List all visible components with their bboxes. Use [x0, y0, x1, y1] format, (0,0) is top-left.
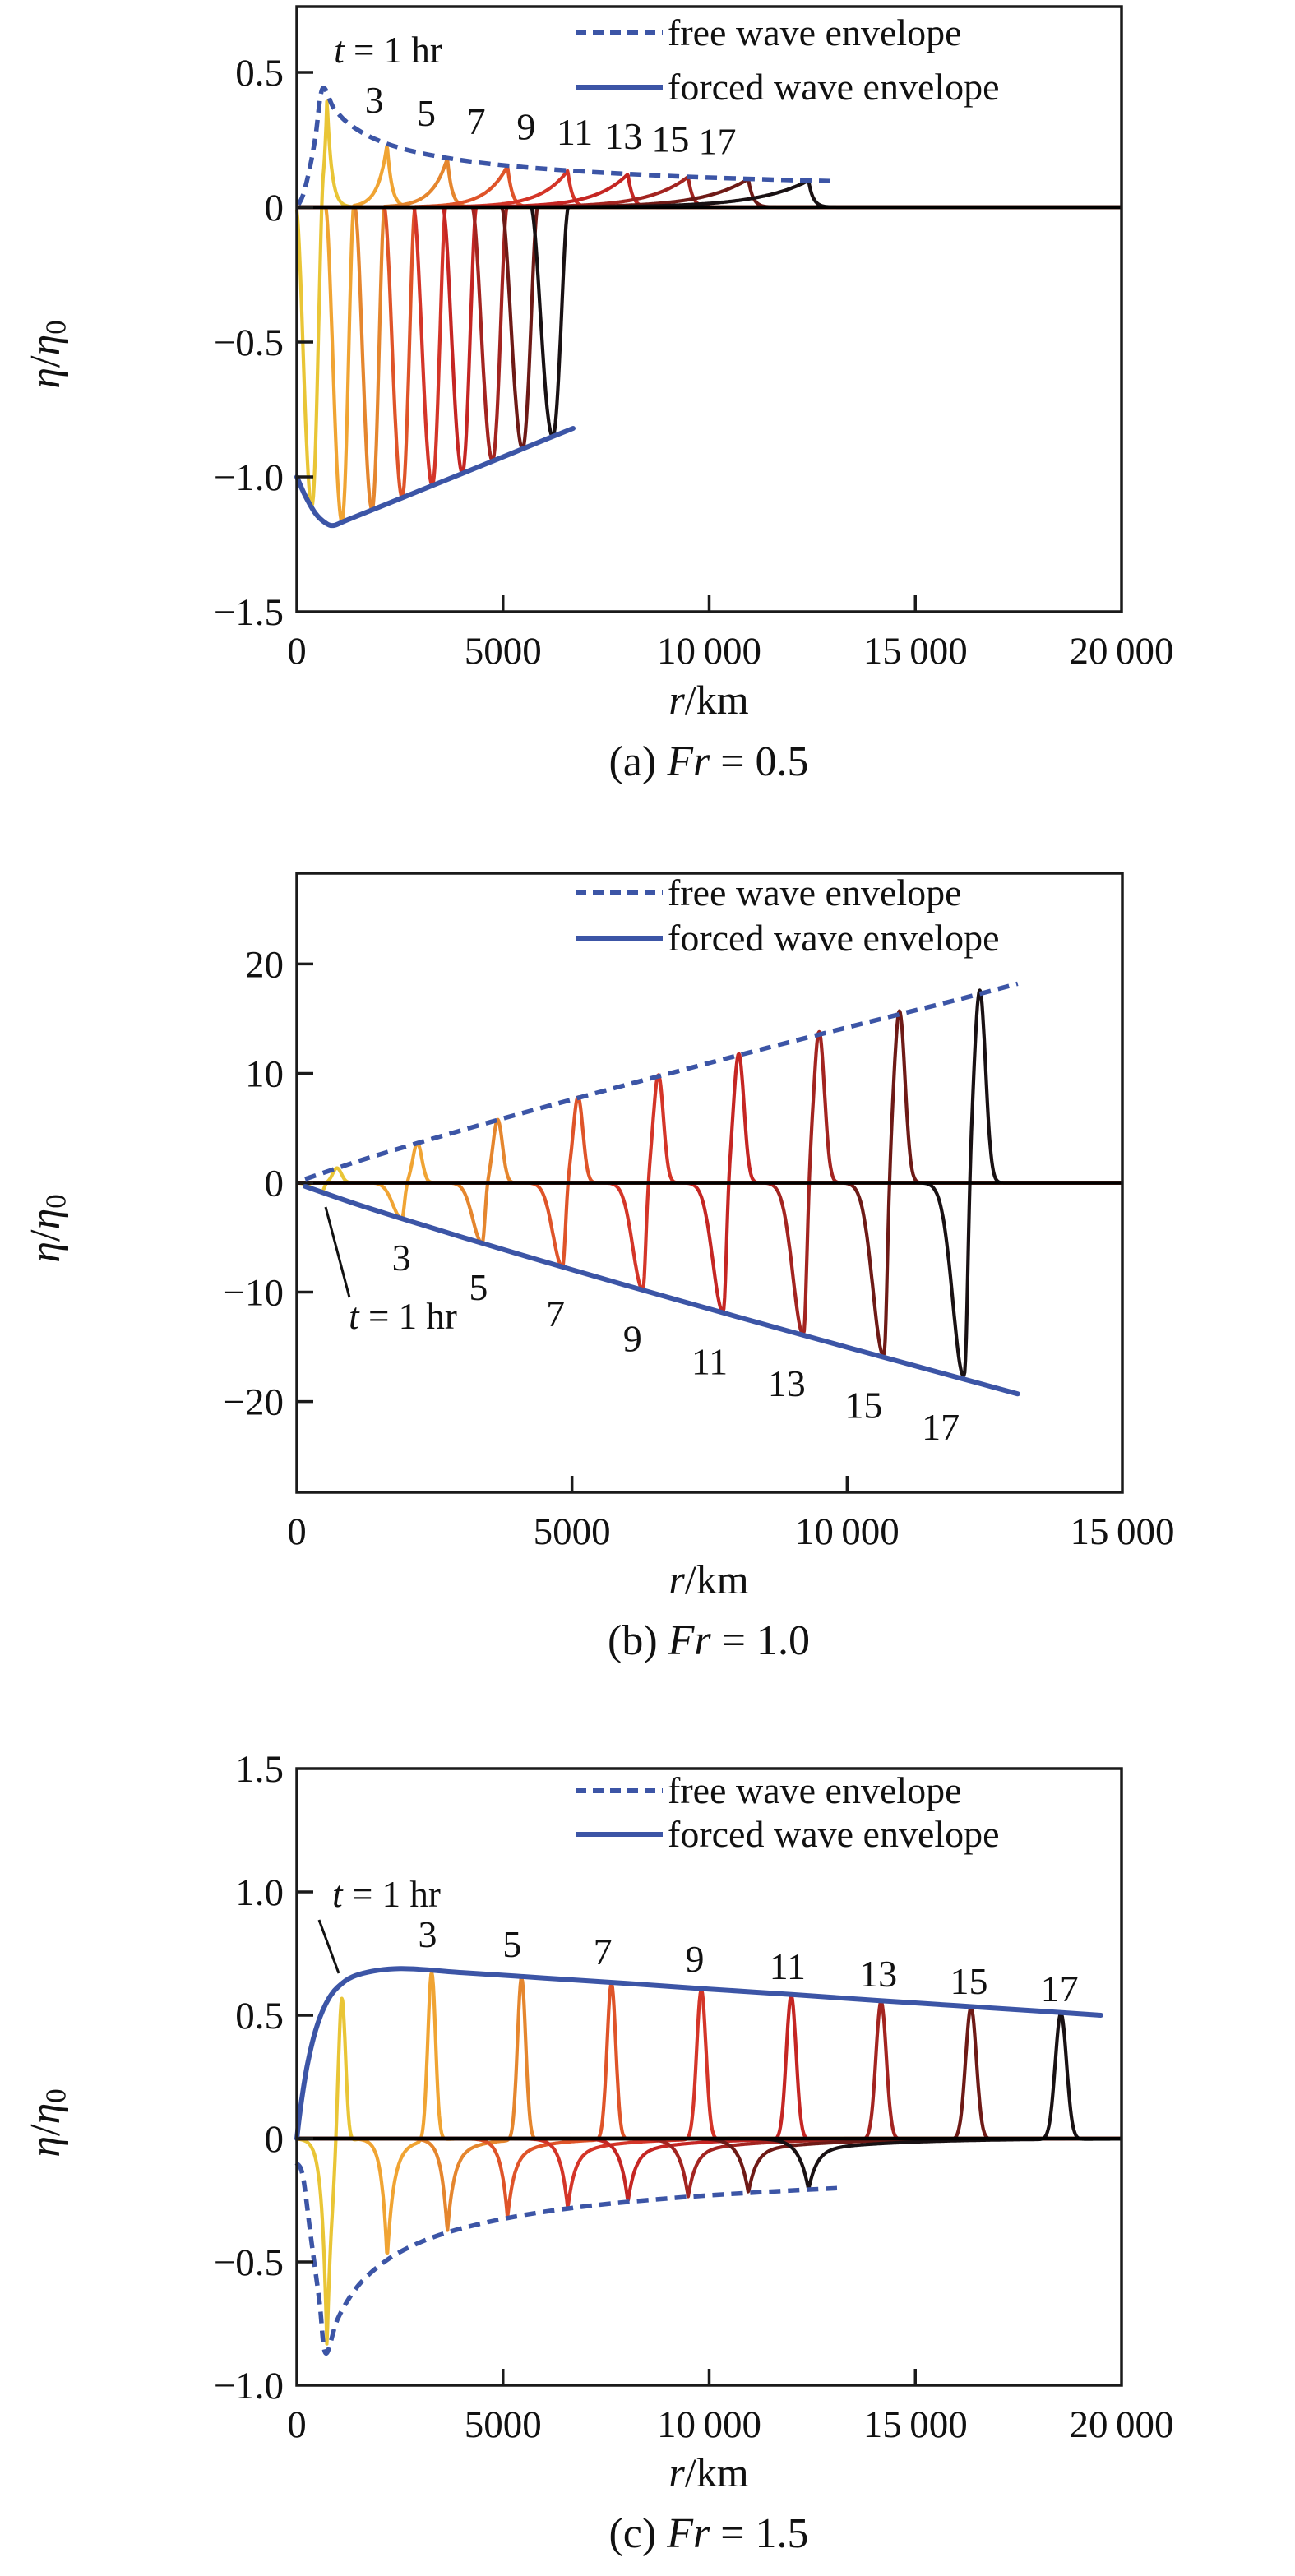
time-label-7: 7 [594, 1931, 613, 1972]
x-axis-title: r/km [668, 2449, 748, 2495]
y-tick-label: −10 [223, 1272, 284, 1315]
time-label-9: 9 [516, 106, 535, 148]
time-label-7: 7 [467, 100, 486, 142]
y-tick-label: 0 [265, 187, 284, 229]
panel-caption: (c) Fr = 1.5 [608, 2510, 808, 2557]
time-label-11: 11 [770, 1945, 806, 1987]
time-label-13: 13 [604, 115, 642, 157]
time-annotation-pointer [324, 1206, 351, 1298]
legend-forced-wave-label: forced wave envelope [668, 66, 1000, 108]
y-tick-label: 1.0 [235, 1871, 284, 1914]
y-tick-label: −1.0 [214, 2365, 284, 2407]
legend: free wave envelope forced wave envelope [576, 12, 1000, 108]
tick-marks [297, 1890, 917, 2385]
y-tick-label: 0 [265, 2118, 284, 2161]
legend-free-wave-label: free wave envelope [668, 12, 962, 53]
x-tick-label: 5000 [465, 2403, 542, 2446]
x-tick-label: 20 000 [1070, 630, 1174, 673]
time-label-3: 3 [392, 1237, 411, 1279]
y-axis-title: η/η0 [22, 2088, 72, 2157]
time-label-15: 15 [651, 118, 689, 160]
y-tick-label: 0.5 [235, 52, 284, 95]
x-tick-label: 15 000 [1071, 1510, 1175, 1553]
x-tick-label: 20 000 [1070, 2403, 1174, 2446]
forced-wave-envelope-curve [294, 426, 576, 529]
free-wave-envelope-curve [304, 981, 1019, 1182]
legend-forced-wave-label: forced wave envelope [668, 917, 1000, 959]
time-label-9: 9 [685, 1938, 704, 1980]
x-tick-label: 15 000 [863, 630, 968, 673]
tick-marks [297, 962, 849, 1492]
x-tick-label: 5000 [465, 630, 542, 673]
x-tick-label: 5000 [534, 1510, 611, 1553]
time-label-11: 11 [691, 1340, 728, 1382]
time-label-5: 5 [417, 92, 436, 134]
x-tick-label: 0 [287, 1510, 307, 1553]
y-tick-label: −1.0 [214, 456, 284, 499]
time-label-17: 17 [1041, 1968, 1079, 2009]
y-tick-label: −20 [223, 1381, 284, 1424]
legend-forced-wave-label: forced wave envelope [668, 1813, 1000, 1855]
time-label-13: 13 [859, 1953, 897, 1995]
time-label-3: 3 [365, 79, 384, 121]
time-label-13: 13 [768, 1362, 806, 1404]
time-annotation: t = 1 hr [349, 1296, 457, 1337]
x-tick-label: 10 000 [657, 630, 761, 673]
panel-caption: (b) Fr = 1.0 [608, 1617, 810, 1664]
time-annotation: t = 1 hr [332, 1874, 441, 1915]
free-wave-envelope-curve [294, 2162, 838, 2356]
x-tick-label: 0 [287, 2403, 307, 2446]
y-tick-label: −0.5 [214, 2241, 284, 2284]
time-label-5: 5 [469, 1266, 488, 1308]
x-tick-label: 15 000 [863, 2403, 968, 2446]
wave-profiles [295, 1970, 1123, 2346]
legend-free-wave-label: free wave envelope [668, 872, 962, 913]
time-label-15: 15 [844, 1385, 882, 1427]
time-label-9: 9 [623, 1317, 642, 1359]
panel-a-chart: 0.50−0.5−1.0−1.50 5000 10 000 15 000 20 000η… [22, 5, 1174, 785]
pulse-t1-curve [295, 1996, 1123, 2346]
forced-wave-envelope-curve [303, 1183, 1020, 1397]
time-label-3: 3 [418, 1913, 437, 1955]
panel-c-chart: 1.51.00.50−0.5−1.00 5000 10 000 15 000 20 00… [22, 1748, 1173, 2557]
pulse-t9-curve [295, 169, 1123, 488]
y-axis-title: η/η0 [22, 1194, 72, 1263]
time-label-11: 11 [557, 111, 593, 153]
time-label-17: 17 [699, 121, 737, 163]
y-tick-label: 20 [245, 943, 284, 986]
panel-b-chart: 20 10 0 −10 −20 0 5000 10 000 15 000 η/η0 r/km (b) … [22, 872, 1174, 1664]
time-label-7: 7 [546, 1293, 565, 1334]
x-tick-label: 10 000 [657, 2403, 761, 2446]
y-axis-title: η/η0 [22, 320, 72, 389]
time-annotation: t = 1 hr [334, 30, 442, 71]
y-tick-label: 1.5 [235, 1748, 284, 1791]
y-tick-label: 0.5 [235, 1995, 284, 2037]
forced-wave-envelope-curve [294, 1966, 1103, 2141]
y-tick-label: −1.5 [214, 591, 284, 634]
time-label-17: 17 [922, 1406, 960, 1448]
time-label-15: 15 [950, 1960, 987, 2002]
time-label-5: 5 [502, 1923, 521, 1965]
x-tick-label: 0 [287, 630, 307, 673]
y-tick-label: 0 [265, 1163, 284, 1205]
wave-profiles [294, 99, 1123, 524]
x-tick-label: 10 000 [795, 1510, 900, 1553]
y-tick-label: 10 [245, 1052, 284, 1095]
panel-caption: (a) Fr = 0.5 [608, 738, 808, 785]
pulse-t9-curve [295, 1988, 1123, 2208]
free-wave-envelope-curve [296, 86, 838, 206]
time-annotation-pointer [317, 1919, 340, 1974]
legend-free-wave-label: free wave envelope [668, 1769, 962, 1811]
tick-marks [297, 71, 917, 612]
x-axis-title: r/km [668, 677, 748, 723]
y-tick-label: −0.5 [214, 321, 284, 364]
x-axis-title: r/km [668, 1556, 748, 1602]
